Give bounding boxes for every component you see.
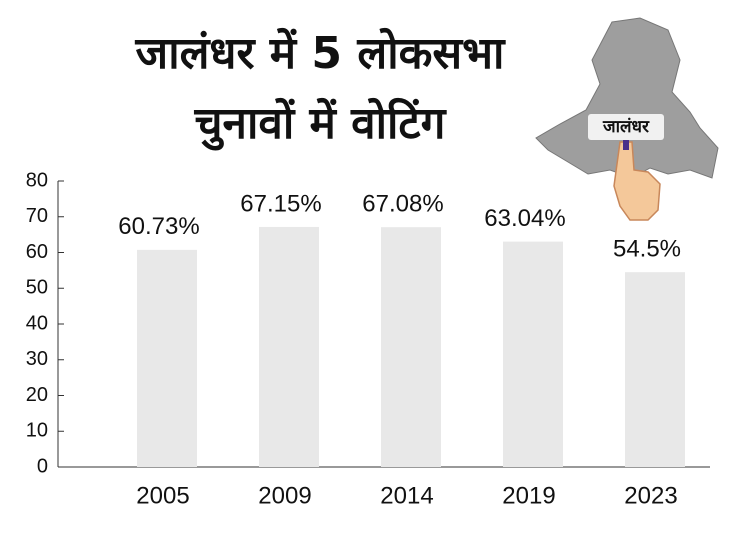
bar	[259, 226, 319, 467]
bar	[137, 249, 197, 467]
x-tick-label: 2005	[136, 482, 189, 509]
bar	[625, 272, 685, 467]
y-tick-label: 80	[26, 169, 48, 191]
y-tick-label: 40	[26, 312, 48, 334]
y-tick-label: 20	[26, 384, 48, 406]
chart-title: चुनावों में वोटिंग	[194, 97, 448, 151]
value-label: 67.08%	[362, 191, 443, 218]
finger-icon	[613, 141, 661, 221]
y-tick-label: 0	[37, 455, 48, 477]
x-tick-label: 2019	[502, 482, 555, 509]
value-label: 63.04%	[484, 205, 565, 232]
value-label: 60.73%	[118, 213, 199, 240]
y-tick-label: 70	[26, 205, 48, 227]
value-label: 54.5%	[613, 236, 681, 263]
y-tick-label: 60	[26, 241, 48, 263]
y-tick-label: 30	[26, 348, 48, 370]
bar	[503, 241, 563, 467]
map-graphic	[535, 17, 719, 221]
map-region	[535, 17, 719, 179]
x-tick-label: 2023	[624, 482, 677, 509]
x-tick-label: 2009	[258, 482, 311, 509]
y-tick-label: 10	[26, 420, 48, 442]
y-tick-label: 50	[26, 277, 48, 299]
x-tick-label: 2014	[380, 482, 433, 509]
value-label: 67.15%	[240, 190, 321, 217]
map-label-bg	[588, 114, 664, 140]
chart-title: जालंधर में 5 लोकसभा	[135, 27, 507, 79]
ink-mark	[623, 140, 629, 150]
map-annotation: जालंधर	[602, 117, 650, 137]
bar	[381, 227, 441, 467]
